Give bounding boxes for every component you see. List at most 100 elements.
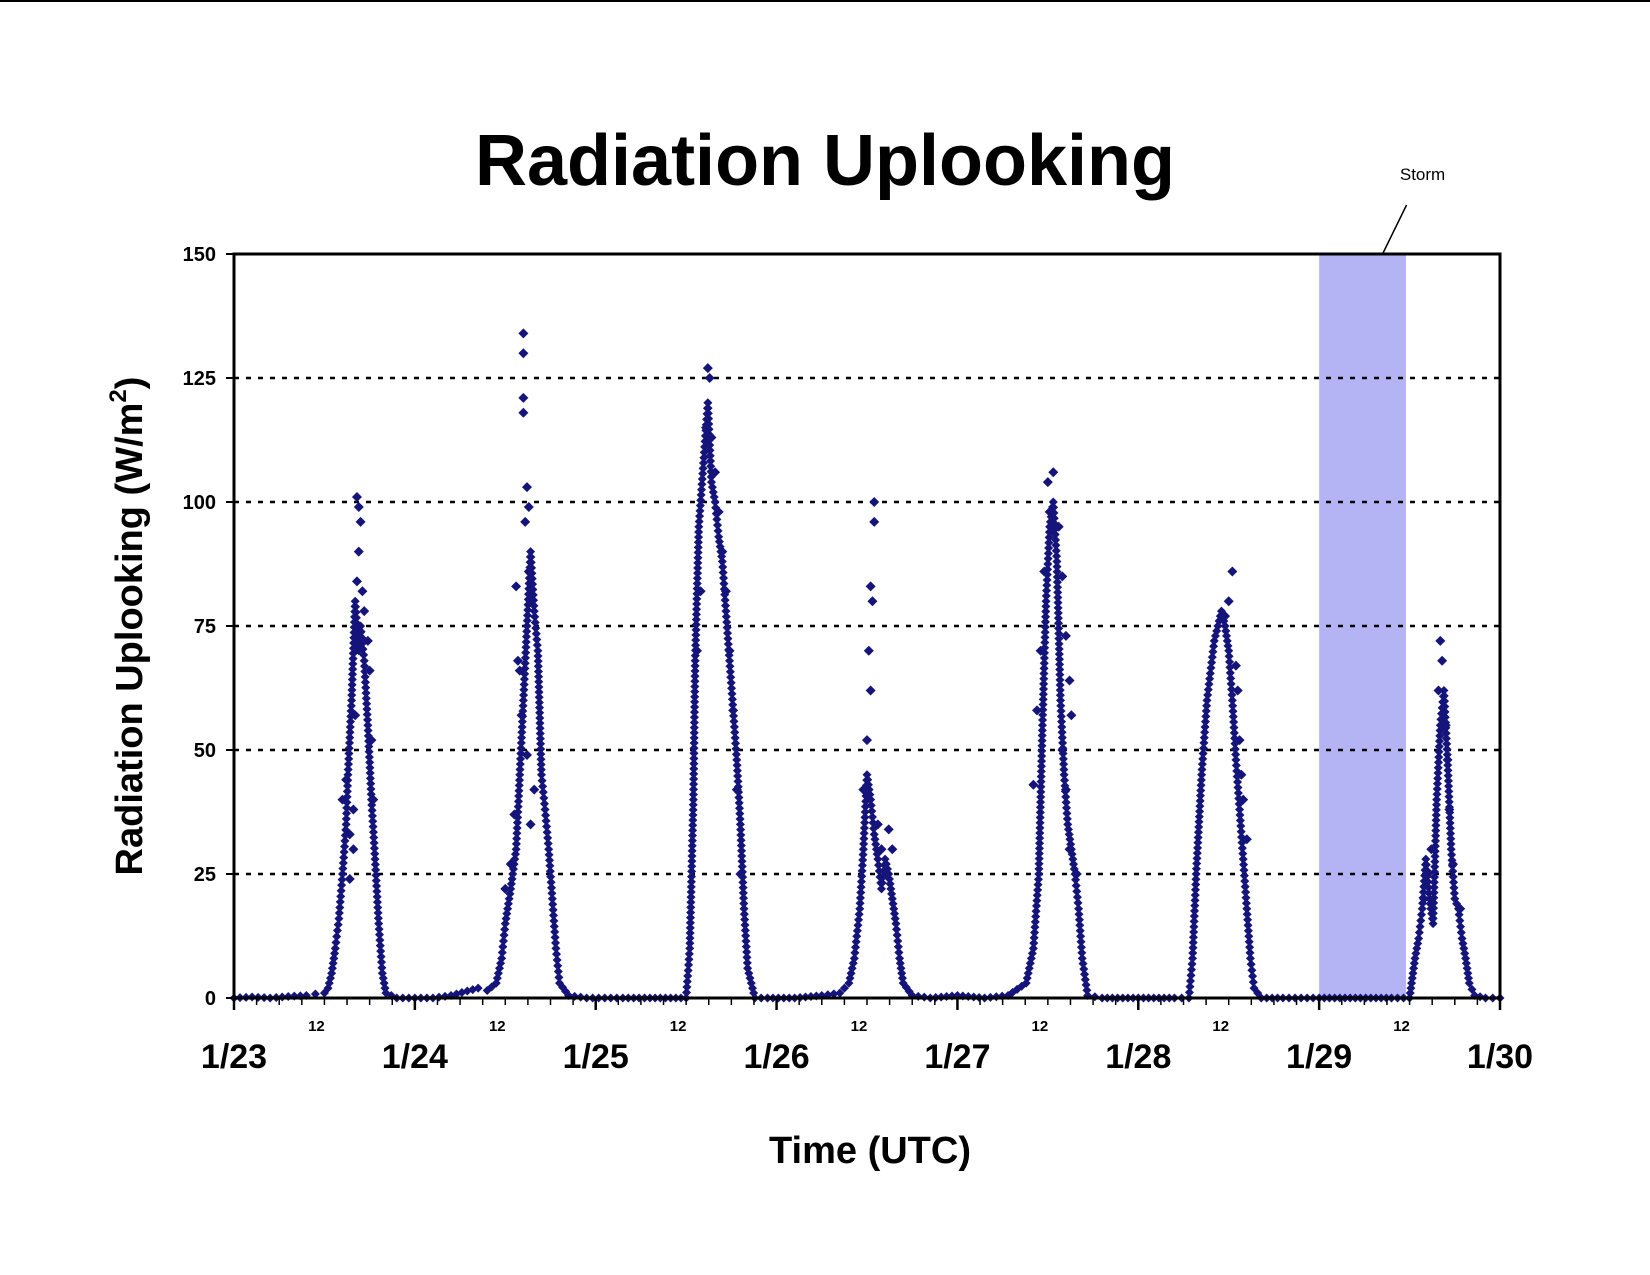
- data-point: [731, 744, 741, 754]
- data-point: [1205, 668, 1215, 678]
- data-point: [1204, 679, 1214, 689]
- data-point: [505, 889, 515, 899]
- data-point: [1197, 759, 1207, 769]
- data-point: [689, 774, 699, 784]
- data-point: [536, 754, 546, 764]
- outlier-point: [351, 492, 362, 503]
- data-point: [1193, 827, 1203, 837]
- data-point: [544, 850, 554, 860]
- data-point: [1052, 562, 1062, 572]
- data-point: [686, 892, 696, 902]
- data-point: [1409, 958, 1419, 968]
- data-point: [1053, 608, 1063, 618]
- data-point: [1035, 823, 1045, 833]
- data-point: [1227, 684, 1237, 694]
- outlier-point: [869, 516, 880, 527]
- data-point: [1241, 887, 1251, 897]
- data-point: [1062, 814, 1072, 824]
- data-point: [709, 492, 719, 502]
- data-point: [1036, 782, 1046, 792]
- data-point: [515, 770, 525, 780]
- data-point: [719, 573, 729, 583]
- x-minor-tick-label: 12: [489, 1018, 506, 1035]
- data-point: [1051, 540, 1061, 550]
- data-point: [739, 909, 749, 919]
- outlier-point: [505, 859, 516, 870]
- data-point: [1244, 931, 1254, 941]
- data-point: [539, 793, 549, 803]
- data-point: [1061, 797, 1071, 807]
- data-point: [518, 695, 528, 705]
- data-point: [538, 781, 548, 791]
- data-point: [1041, 607, 1051, 617]
- data-point: [1429, 898, 1439, 908]
- data-point: [855, 898, 865, 908]
- data-point: [1037, 725, 1047, 735]
- outlier-point: [702, 363, 713, 374]
- y-axis-title-superscript: 2: [105, 389, 132, 402]
- data-point: [1055, 665, 1065, 675]
- data-point: [736, 825, 746, 835]
- data-point: [694, 516, 704, 526]
- data-point: [366, 784, 376, 794]
- data-point: [1443, 771, 1453, 781]
- data-point: [1059, 770, 1069, 780]
- data-point: [380, 983, 390, 993]
- data-point: [1036, 777, 1046, 787]
- data-point: [1052, 567, 1062, 577]
- data-point: [1034, 869, 1044, 879]
- data-point: [1040, 638, 1050, 648]
- data-point: [688, 810, 698, 820]
- data-point: [1031, 901, 1041, 911]
- data-point: [342, 808, 352, 818]
- data-point: [1197, 764, 1207, 774]
- top-border: [0, 0, 1650, 2]
- data-point: [347, 685, 357, 695]
- data-point: [369, 832, 379, 842]
- data-point: [735, 809, 745, 819]
- data-point: [526, 557, 536, 567]
- data-point: [340, 841, 350, 851]
- data-point: [1199, 733, 1209, 743]
- data-point: [1040, 632, 1050, 642]
- data-point: [698, 463, 708, 473]
- data-point: [858, 855, 868, 865]
- data-point: [376, 952, 386, 962]
- data-point: [343, 759, 353, 769]
- data-point: [1054, 649, 1064, 659]
- data-point: [535, 718, 545, 728]
- x-major-tick-label: 1/29: [1286, 1038, 1352, 1076]
- data-point: [552, 955, 562, 965]
- data-point: [839, 983, 849, 993]
- outlier-point: [862, 735, 872, 746]
- data-point: [857, 866, 867, 876]
- data-point: [689, 748, 699, 758]
- data-point: [1424, 888, 1434, 898]
- data-point: [1253, 988, 1263, 998]
- data-point: [741, 936, 751, 946]
- data-point: [737, 856, 747, 866]
- data-point: [878, 872, 888, 882]
- outlier-point: [704, 373, 715, 383]
- data-point: [553, 961, 563, 971]
- data-point: [533, 666, 543, 676]
- data-point: [363, 720, 373, 730]
- data-point: [1033, 885, 1043, 895]
- data-point: [722, 617, 732, 627]
- y-axis-title: Radiation Uplooking (W/m2): [105, 377, 151, 876]
- data-point: [1203, 685, 1213, 695]
- outlier-point: [867, 596, 878, 607]
- data-point: [1431, 805, 1441, 815]
- data-point: [690, 676, 700, 686]
- data-point: [1414, 928, 1424, 938]
- data-point: [691, 615, 701, 625]
- data-point: [1042, 580, 1052, 590]
- data-point: [339, 852, 349, 862]
- outlier-point: [728, 705, 739, 716]
- data-point: [1449, 888, 1459, 898]
- data-point: [734, 793, 744, 803]
- data-point: [1242, 904, 1252, 914]
- data-point: [536, 749, 546, 759]
- data-point: [1446, 828, 1456, 838]
- data-point: [742, 947, 752, 957]
